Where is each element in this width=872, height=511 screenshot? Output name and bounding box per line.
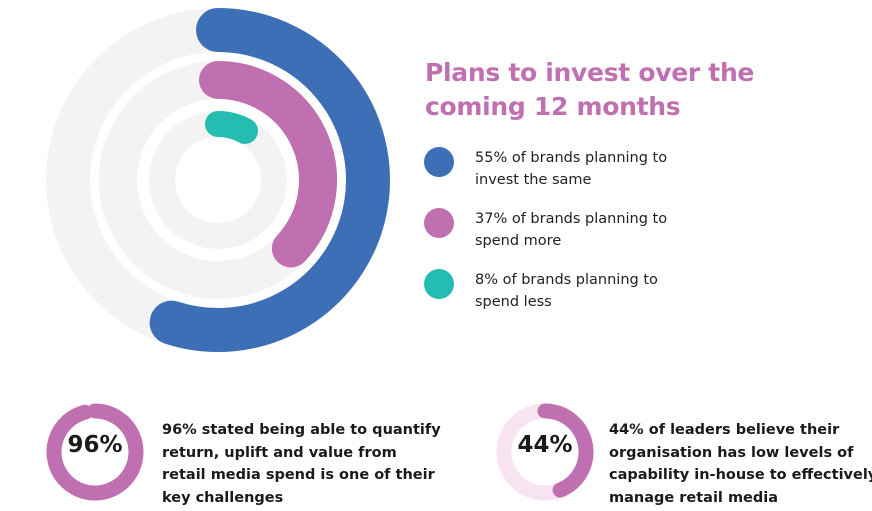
radial-arcs	[149, 8, 390, 352]
radial-track-2	[149, 111, 287, 249]
legend-swatch-blue	[424, 147, 454, 177]
radial-bar-chart	[46, 8, 390, 352]
chart-title: Plans to invest over the coming 12 month…	[425, 58, 755, 121]
legend-label: 8% of brands planning to spend less	[475, 272, 658, 310]
donut-value-label: 44%	[517, 432, 573, 458]
donut-chart	[46, 403, 144, 501]
radial-arc-2	[205, 111, 258, 144]
stat-description: 44% of leaders believe their organisatio…	[609, 422, 872, 506]
legend-label: 55% of brands planning to invest the sam…	[475, 150, 668, 188]
donut-chart	[496, 403, 594, 501]
stat-description: 96% stated being able to quantify return…	[162, 422, 441, 506]
donut-arc	[537, 403, 594, 498]
legend-swatch-pink	[424, 208, 454, 238]
legend-swatch-teal	[424, 269, 454, 299]
donut-value-label: 96%	[67, 432, 123, 458]
legend-label: 37% of brands planning to spend more	[475, 211, 668, 249]
radial-arc-0	[149, 8, 390, 352]
donut-arc	[46, 403, 144, 501]
radial-arc-1	[199, 61, 337, 268]
